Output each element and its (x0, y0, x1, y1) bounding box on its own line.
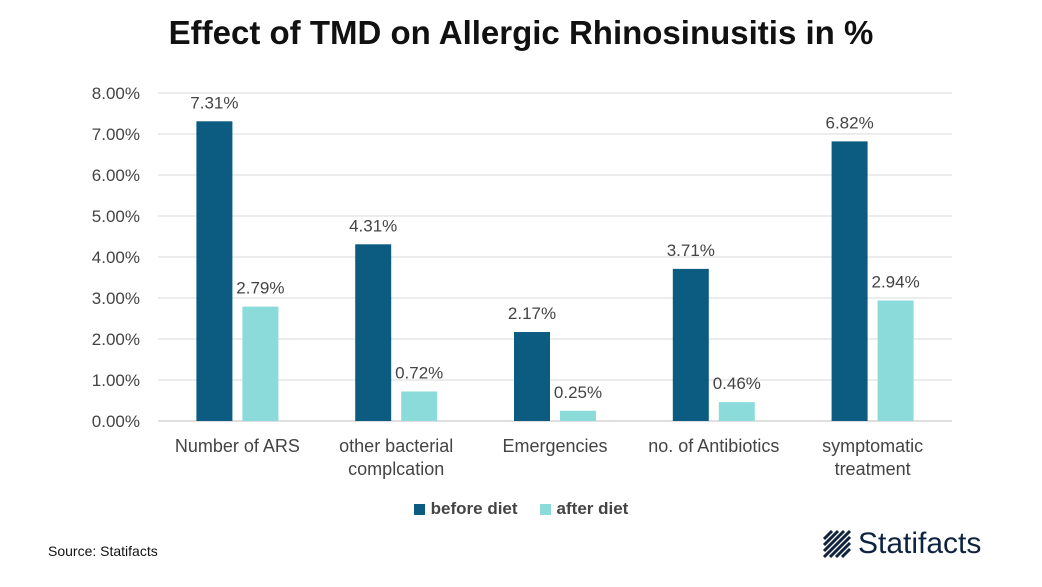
bar-before-diet (672, 268, 709, 421)
legend-swatch-after-diet (539, 503, 551, 515)
data-labels: 7.31% 2.79% 4.31% 0.72% 2.17% 0.25% 3.71% 0.46%… (190, 93, 919, 401)
bar-after-diet (401, 391, 438, 421)
category-label: Number of ARS (175, 436, 300, 456)
bar-after-diet (718, 402, 755, 421)
brand-logo: Statifacts (822, 527, 981, 561)
data-label: 0.72% (395, 363, 443, 382)
bar-before-diet (355, 244, 392, 421)
legend-label-after-diet: after diet (556, 499, 629, 518)
statifacts-logo-icon (822, 529, 852, 559)
category-label: complcation (348, 459, 444, 479)
data-label: 2.79% (236, 279, 284, 298)
bar-before-diet (514, 332, 550, 421)
y-tick-label: 0.00% (92, 412, 140, 431)
bar-after-diet (877, 300, 914, 421)
category-label: symptomatic (822, 436, 923, 456)
legend-swatch-before-diet (413, 503, 425, 515)
y-axis: 0.00% 1.00% 2.00% 3.00% 4.00% 5.00% 6.00% 7.00%… (92, 84, 140, 431)
category-label: Emergencies (502, 436, 607, 456)
data-label: 0.25% (554, 383, 602, 402)
y-tick-label: 5.00% (92, 207, 140, 226)
data-label: 2.94% (871, 272, 919, 291)
y-tick-label: 3.00% (92, 289, 140, 308)
y-tick-label: 6.00% (92, 166, 140, 185)
y-tick-label: 2.00% (92, 330, 140, 349)
data-label: 2.17% (508, 304, 556, 323)
data-label: 7.31% (190, 93, 238, 112)
source-note: Source: Statifacts (48, 543, 158, 559)
category-label: other bacterial (339, 436, 453, 456)
legend-item-before-diet: before diet (413, 499, 518, 519)
y-tick-label: 4.00% (92, 248, 140, 267)
legend: before diet after diet (0, 499, 1042, 519)
category-label: no. of Antibiotics (648, 436, 779, 456)
y-tick-label: 8.00% (92, 84, 140, 103)
gridlines (158, 92, 952, 422)
bar-after-diet (560, 410, 596, 421)
data-label: 6.82% (825, 113, 873, 132)
x-axis: Number of ARS other bacterial complcation E… (175, 436, 923, 479)
bar-after-diet (242, 306, 279, 421)
bar-before-diet (831, 141, 868, 421)
legend-label-before-diet: before diet (430, 499, 518, 518)
legend-item-after-diet: after diet (539, 499, 629, 519)
y-tick-label: 1.00% (92, 371, 140, 390)
bar-before-diet (196, 121, 233, 421)
data-label: 3.71% (667, 241, 715, 260)
data-label: 4.31% (349, 216, 397, 235)
category-label: treatment (835, 459, 911, 479)
chart-title: Effect of TMD on Allergic Rhinosinusitis… (168, 14, 874, 51)
y-tick-label: 7.00% (92, 125, 140, 144)
brand-name: Statifacts (858, 527, 982, 560)
data-label: 0.46% (713, 374, 761, 393)
bars (196, 121, 914, 421)
